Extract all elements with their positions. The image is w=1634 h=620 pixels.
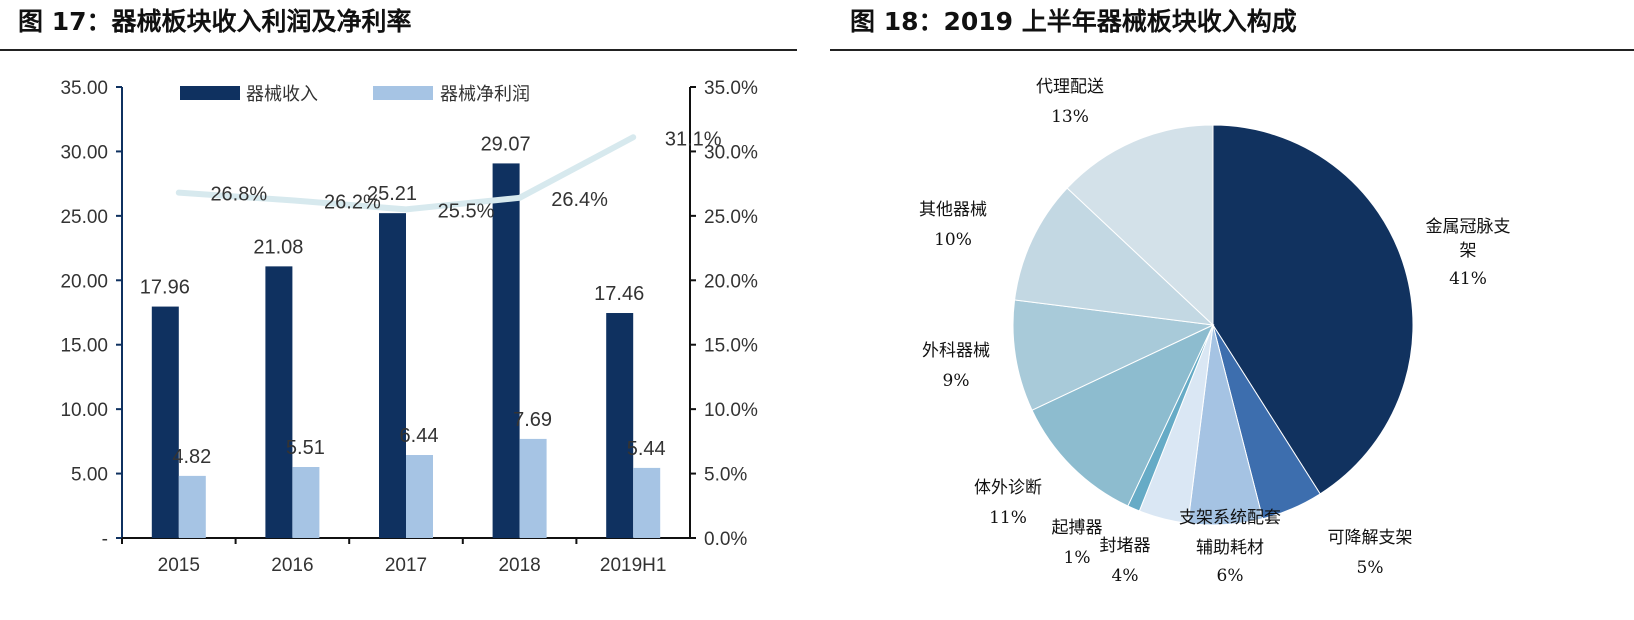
legend-swatch-revenue: [180, 86, 240, 100]
bar-data-label: 7.69: [513, 409, 552, 431]
bar-chart: 器械收入 器械净利润 - 0.0% 5.00 5.0% 10.00 10.0% 15.00 1…: [60, 78, 758, 576]
pie-slice: [1031, 323, 1215, 507]
pie-pct: 13%: [1051, 107, 1089, 127]
pie-label-line: 辅助耗材: [1196, 538, 1264, 558]
x-tick-label: 2017: [385, 555, 427, 576]
y-tick-label: 5.00: [71, 465, 108, 486]
pie-label: 代理配送: [1036, 77, 1104, 97]
pie-slice: [1012, 299, 1215, 411]
pie-pct: 41%: [1449, 269, 1487, 289]
pie-slice: [1212, 124, 1414, 495]
pie-label: 金属冠脉支架: [1426, 217, 1511, 261]
pie-label-line: 支架系统配套: [1179, 508, 1281, 528]
line-data-label: 26.2%: [324, 191, 381, 213]
pie-label-line: 金属冠脉支: [1426, 217, 1511, 237]
pie-pct: 9%: [943, 371, 970, 391]
pie-label: 可降解支架: [1328, 528, 1413, 548]
pie-pct: 10%: [934, 230, 972, 250]
bar-profit: [406, 455, 433, 538]
chart-18-title: 图 18：2019 上半年器械板块收入构成: [850, 7, 1297, 36]
bar-data-label: 29.07: [481, 133, 531, 155]
y-tick-label: 15.00: [60, 336, 108, 357]
pie-chart: 金属冠脉支架 41% 可降解支架 5% 支架系统配套辅助耗材 6% 封堵器 4% 起搏器 1% 体外…: [919, 77, 1511, 586]
y-tick-label: 20.00: [60, 271, 108, 292]
legend-profit: 器械净利润: [440, 84, 530, 105]
bar-revenue: [265, 266, 293, 538]
pie-label-line: 架: [1460, 241, 1477, 261]
pie-pct: 6%: [1217, 566, 1244, 586]
x-tick-label: 2016: [271, 555, 313, 576]
x-tick-label: 2019H1: [600, 555, 667, 576]
bar-data-label: 5.44: [627, 438, 666, 460]
bar-revenue: [606, 313, 634, 538]
y2-tick-label: 0.0%: [704, 529, 747, 550]
y-tick-label: 25.00: [60, 207, 108, 228]
bar-data-label: 17.46: [594, 283, 644, 305]
y2-tick-label: 10.0%: [704, 400, 758, 421]
pie-pct: 5%: [1357, 558, 1384, 578]
y-tick-label: 35.00: [60, 78, 108, 99]
y-tick-label: 30.00: [60, 142, 108, 163]
bar-profit: [292, 466, 320, 538]
net-margin-line: [175, 134, 637, 213]
pie-slice: [1014, 187, 1215, 326]
line-data-label: 26.8%: [210, 184, 267, 206]
y2-tick-label: 35.0%: [704, 78, 758, 99]
y2-tick-label: 25.0%: [704, 207, 758, 228]
line-data-label: 25.5%: [438, 200, 495, 222]
pie-pct: 1%: [1064, 548, 1091, 568]
pie-slice: [1066, 124, 1214, 327]
pie-label: 外科器械: [922, 341, 990, 361]
pie-pct: 4%: [1112, 566, 1139, 586]
y2-tick-label: 30.0%: [704, 142, 758, 163]
pie-label: 封堵器: [1100, 536, 1151, 556]
bar-data-label: 5.51: [286, 437, 325, 459]
bar-data-label: 17.96: [140, 277, 190, 299]
bar-data-label: 21.08: [253, 236, 303, 258]
bar-profit: [519, 438, 547, 538]
y-tick-label: -: [102, 529, 108, 550]
bar-data-label: 4.82: [172, 446, 211, 468]
pie-label: 起搏器: [1052, 518, 1103, 538]
bar-revenue: [492, 163, 520, 538]
x-tick-label: 2015: [158, 555, 200, 576]
bar-profit: [633, 467, 661, 538]
bar-revenue: [379, 213, 406, 539]
y2-tick-label: 20.0%: [704, 271, 758, 292]
line-data-label: 26.4%: [551, 189, 608, 211]
x-tick-label: 2018: [498, 555, 540, 576]
pie-label: 其他器械: [919, 200, 987, 220]
pie-label: 支架系统配套辅助耗材: [1179, 508, 1281, 558]
legend-swatch-profit: [373, 86, 433, 100]
bar-data-label: 25.21: [367, 183, 417, 205]
bar-revenue: [151, 306, 179, 538]
bar-profit: [178, 475, 206, 538]
y2-tick-label: 15.0%: [704, 336, 758, 357]
pie-label: 体外诊断: [974, 478, 1042, 498]
y-tick-label: 10.00: [60, 400, 108, 421]
pie-pct: 11%: [989, 508, 1027, 528]
legend-revenue: 器械收入: [246, 84, 318, 105]
line-data-label: 31.1%: [665, 128, 722, 150]
chart-17-title: 图 17：器械板块收入利润及净利率: [18, 7, 412, 36]
y2-tick-label: 5.0%: [704, 465, 747, 486]
bar-data-label: 6.44: [400, 425, 439, 447]
